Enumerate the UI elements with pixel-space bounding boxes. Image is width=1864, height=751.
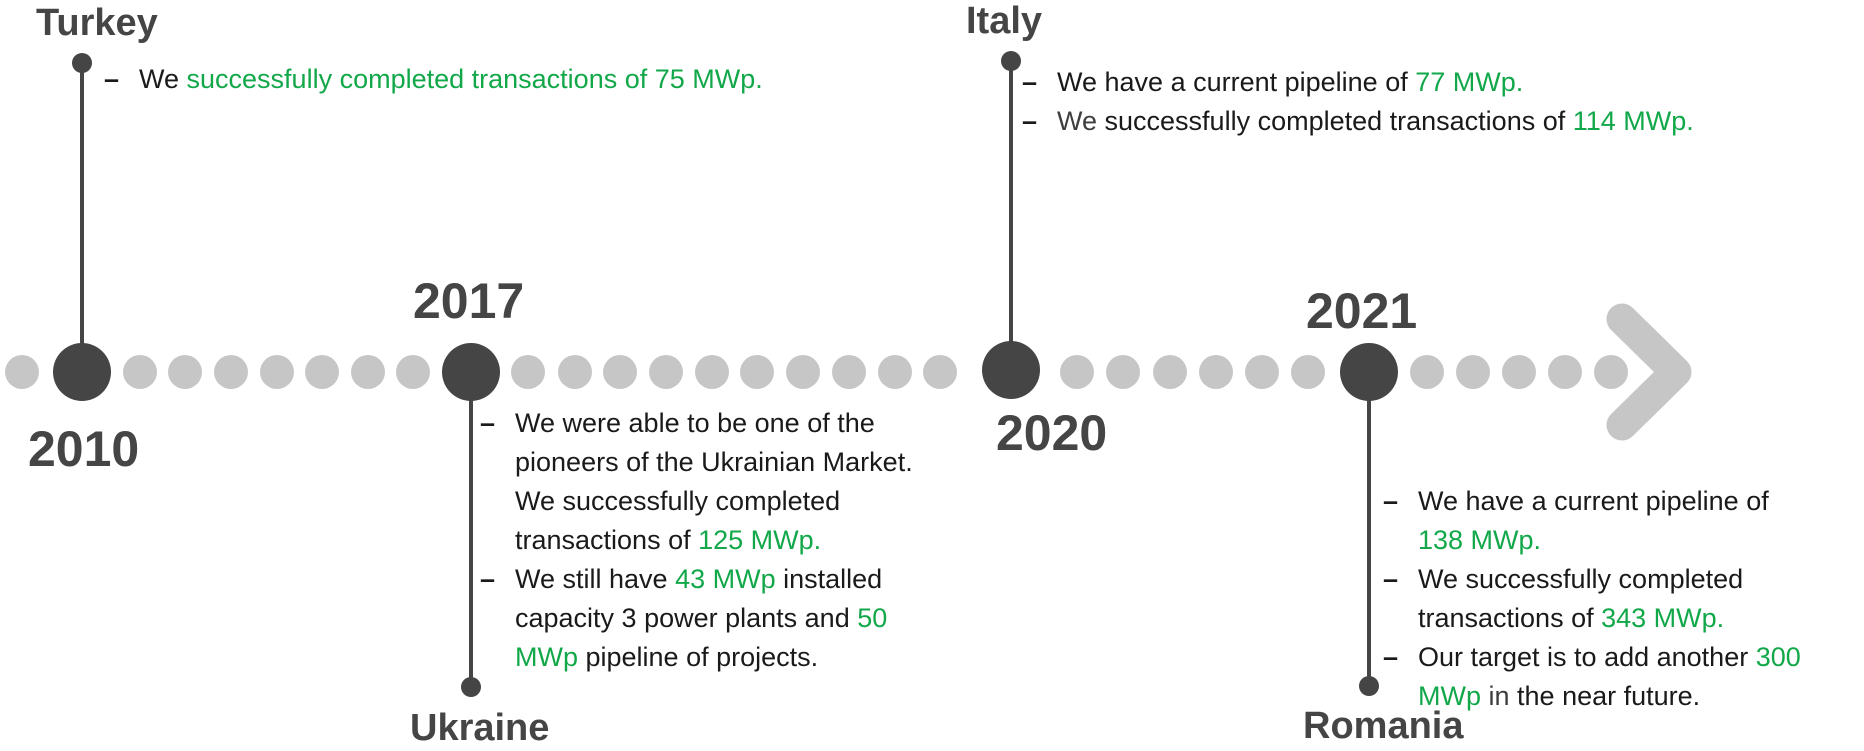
timeline-dot <box>1291 355 1325 389</box>
turkey-node <box>53 343 111 401</box>
romania-bullet-1: We have a current pipeline of 138 MWp. <box>1383 482 1803 560</box>
timeline-dot <box>511 355 545 389</box>
ukraine-bullet-1: We were able to be one of the pioneers o… <box>480 404 950 560</box>
romania-bullet-2: We successfully completed transactions o… <box>1383 560 1803 638</box>
turkey-bullet-1: We successfully completed transactions o… <box>104 60 884 99</box>
romania-year-label: 2021 <box>1306 283 1418 339</box>
timeline-dot <box>1548 355 1582 389</box>
timeline-dot <box>260 355 294 389</box>
italy-bullets: We have a current pipeline of 77 MWp. We… <box>1022 63 1842 141</box>
romania-node <box>1340 343 1398 401</box>
timeline-dot <box>832 355 866 389</box>
ukraine-year-label: 2017 <box>413 273 525 329</box>
timeline-dot <box>1060 355 1094 389</box>
timeline-dot <box>1153 355 1187 389</box>
italy-node <box>982 341 1040 399</box>
romania-bullets: We have a current pipeline of 138 MWp. W… <box>1383 482 1803 716</box>
timeline-dot <box>1502 355 1536 389</box>
timeline-dot <box>5 355 39 389</box>
romania-stem-end <box>1359 676 1379 696</box>
turkey-year-label: 2010 <box>28 421 140 477</box>
timeline-dot <box>123 355 157 389</box>
timeline-dot <box>1594 355 1628 389</box>
ukraine-country-label: Ukraine <box>410 707 550 749</box>
italy-stem-end <box>1001 51 1021 71</box>
timeline-dot <box>695 355 729 389</box>
italy-bullet-1: We have a current pipeline of 77 MWp. <box>1022 63 1842 102</box>
timeline-dot <box>558 355 592 389</box>
italy-country-label: Italy <box>966 0 1043 42</box>
timeline-dot <box>214 355 248 389</box>
timeline-dot <box>168 355 202 389</box>
italy-bullet-2: We successfully completed transactions o… <box>1022 102 1842 141</box>
timeline-dot <box>351 355 385 389</box>
timeline-dot <box>1245 355 1279 389</box>
ukraine-bullet-2: We still have 43 MWp installed capacity … <box>480 560 950 677</box>
timeline-dot <box>649 355 683 389</box>
turkey-bullets: We successfully completed transactions o… <box>104 60 884 99</box>
turkey-stem-end <box>72 53 92 73</box>
ukraine-bullets: We were able to be one of the pioneers o… <box>480 404 950 677</box>
turkey-country-label: Turkey <box>36 2 158 44</box>
timeline-dot <box>923 355 957 389</box>
timeline-dot <box>1199 355 1233 389</box>
timeline-dot <box>786 355 820 389</box>
timeline-dots <box>5 355 1628 389</box>
timeline-dot <box>1106 355 1140 389</box>
timeline-dot <box>1456 355 1490 389</box>
timeline-dot <box>305 355 339 389</box>
ukraine-stem-end <box>461 677 481 697</box>
timeline-dot <box>396 355 430 389</box>
ukraine-node <box>442 343 500 401</box>
romania-bullet-3: Our target is to add another 300 MWp in … <box>1383 638 1803 716</box>
arrow-right-icon <box>1606 303 1692 441</box>
timeline-dot <box>878 355 912 389</box>
italy-year-label: 2020 <box>996 405 1108 461</box>
timeline-dot <box>1410 355 1444 389</box>
timeline-dot <box>740 355 774 389</box>
timeline-dot <box>603 355 637 389</box>
